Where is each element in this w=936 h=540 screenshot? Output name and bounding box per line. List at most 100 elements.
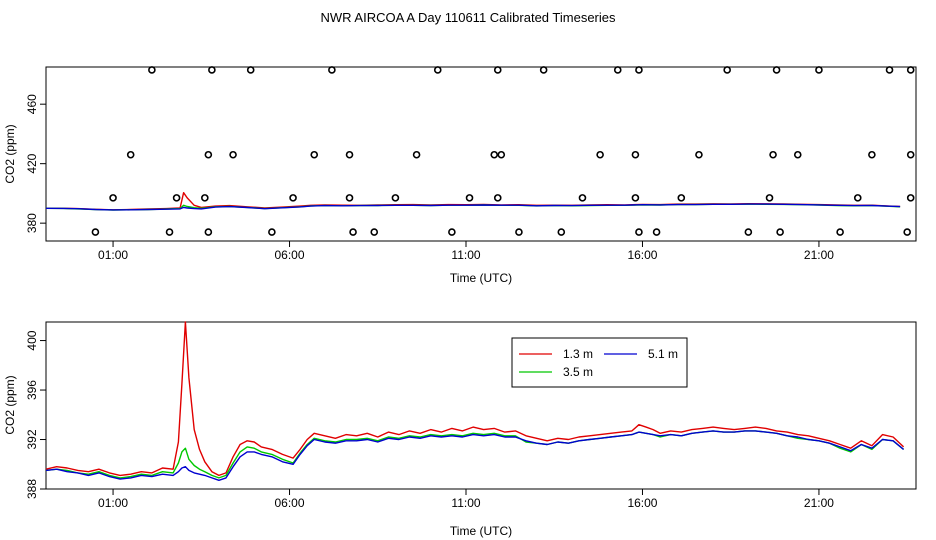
outlier-point — [201, 194, 209, 202]
bottom-plot-frame — [45, 321, 917, 490]
bottom-y-tick-label: 396 — [25, 380, 39, 400]
bottom-panel: 01:00 06:00 11:00 16:00 21:00 388 392 396 400 T… — [3, 321, 917, 538]
outlier-point — [578, 194, 587, 202]
outlier-point — [815, 66, 823, 74]
outlier-point — [204, 150, 213, 159]
outlier-point — [635, 228, 643, 236]
legend-label-3-5m: 3.5 m — [563, 365, 593, 379]
top-x-axis: 01:00 06:00 11:00 16:00 21:00 — [98, 241, 834, 262]
top-x-tick-label: 11:00 — [451, 248, 480, 262]
outlier-point — [744, 228, 753, 236]
outlier-point — [289, 194, 297, 202]
outlier-point — [885, 66, 894, 74]
outlier-point — [906, 150, 915, 159]
top-x-axis-title: Time (UTC) — [450, 271, 512, 285]
top-y-tick-label: 420 — [25, 153, 39, 173]
outlier-point — [448, 228, 456, 236]
outlier-point — [557, 228, 566, 236]
top-y-axis-title: CO2 (ppm) — [3, 124, 17, 183]
bottom-y-tick-label: 388 — [25, 479, 39, 499]
top-y-tick-label: 460 — [25, 94, 39, 114]
outlier-point — [868, 150, 876, 159]
top-y-axis: 380 420 460 — [25, 94, 46, 233]
outlier-point — [772, 66, 781, 74]
outlier-point — [268, 228, 276, 236]
bottom-series-lines — [45, 321, 905, 481]
outlier-point — [204, 228, 213, 236]
legend-box — [511, 337, 688, 388]
bottom-series-5-1m-line — [45, 430, 905, 481]
top-x-tick-label: 16:00 — [627, 248, 657, 262]
outlier-point — [328, 66, 336, 74]
outlier-point — [310, 150, 319, 159]
outlier-point — [652, 228, 661, 236]
outlier-point — [596, 150, 604, 159]
outlier-point — [906, 66, 915, 74]
outlier-point — [349, 228, 357, 236]
bottom-x-tick-label: 06:00 — [275, 496, 305, 510]
top-outlier-points — [91, 66, 915, 236]
bottom-y-axis-title: CO2 (ppm) — [3, 375, 17, 434]
outlier-point — [836, 228, 844, 236]
outlier-point — [391, 194, 400, 202]
bottom-y-tick-label: 400 — [25, 330, 39, 350]
top-panel: 01:00 06:00 11:00 16:00 21:00 380 420 460 Time… — [3, 66, 917, 285]
bottom-series-1-3m-line — [45, 321, 905, 477]
outlier-point — [91, 228, 100, 236]
outlier-point — [246, 66, 255, 74]
outlier-point — [776, 228, 784, 236]
outlier-point — [493, 194, 502, 202]
outlier-point — [539, 66, 548, 74]
top-x-tick-label: 01:00 — [98, 248, 128, 262]
outlier-point — [765, 194, 774, 202]
outlier-point — [613, 66, 622, 74]
bottom-x-tick-label: 01:00 — [98, 496, 128, 510]
outlier-point — [793, 150, 802, 159]
legend: 1.3 m 3.5 m 5.1 m — [511, 337, 688, 388]
outlier-point — [635, 66, 643, 74]
outlier-point — [695, 150, 703, 159]
outlier-point — [412, 150, 421, 159]
outlier-point — [465, 194, 474, 202]
outlier-point — [903, 228, 911, 236]
bottom-x-tick-label: 16:00 — [627, 496, 657, 510]
bottom-x-axis-title: Time (UTC) — [450, 524, 512, 538]
bottom-series-3-5m-line — [45, 430, 905, 479]
outlier-point — [433, 66, 442, 74]
outlier-point — [229, 150, 237, 159]
outlier-point — [148, 66, 156, 74]
outlier-point — [208, 66, 216, 74]
outlier-point — [631, 194, 640, 202]
bottom-x-tick-label: 11:00 — [451, 496, 480, 510]
bottom-y-tick-label: 392 — [25, 429, 39, 449]
bottom-y-axis: 388 392 396 400 — [25, 330, 46, 499]
top-series-lines — [45, 191, 901, 211]
outlier-point — [497, 150, 506, 159]
figure-title: NWR AIRCOA A Day 110611 Calibrated Times… — [320, 10, 616, 25]
top-x-tick-label: 21:00 — [804, 248, 834, 262]
outlier-point — [345, 194, 354, 202]
legend-label-1-3m: 1.3 m — [563, 347, 593, 361]
outlier-point — [906, 194, 915, 202]
outlier-point — [165, 228, 174, 236]
outlier-point — [769, 150, 777, 159]
outlier-point — [490, 150, 499, 159]
outlier-point — [493, 66, 502, 74]
outlier-point — [723, 66, 731, 74]
outlier-point — [345, 150, 354, 159]
top-plot-frame — [45, 66, 917, 242]
outlier-point — [631, 150, 640, 159]
outlier-point — [515, 228, 523, 236]
top-x-tick-label: 06:00 — [275, 248, 305, 262]
legend-label-5-1m: 5.1 m — [648, 347, 678, 361]
bottom-x-tick-label: 21:00 — [804, 496, 834, 510]
outlier-point — [370, 228, 379, 236]
outlier-point — [853, 194, 862, 202]
outlier-point — [109, 194, 117, 202]
bottom-x-axis: 01:00 06:00 11:00 16:00 21:00 — [98, 489, 834, 510]
outlier-point — [172, 194, 181, 202]
outlier-point — [126, 150, 135, 159]
top-series-5-1m-line — [45, 203, 901, 211]
